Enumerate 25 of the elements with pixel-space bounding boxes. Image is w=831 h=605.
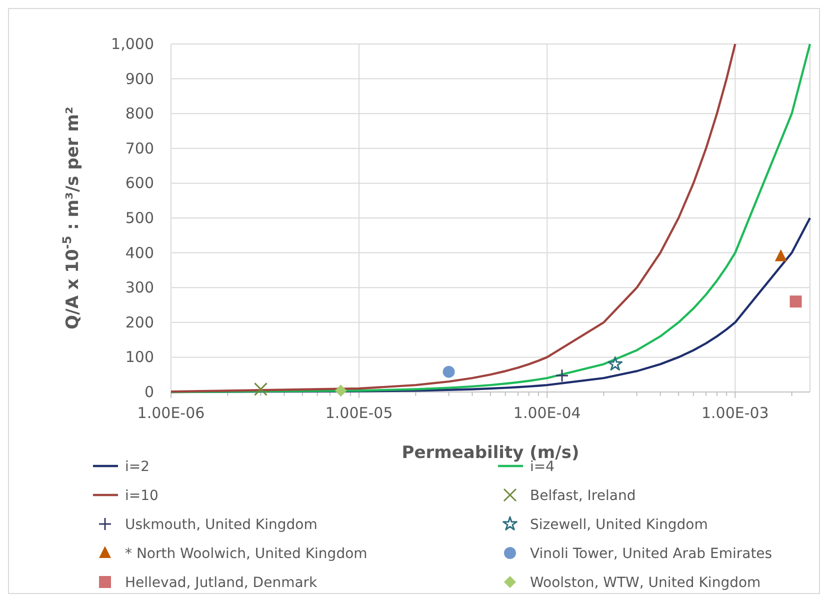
legend-label: Sizewell, United Kingdom <box>530 517 708 533</box>
x-tick-label: 1.00E-04 <box>513 404 581 422</box>
y-tick-label: 200 <box>125 313 154 332</box>
x-tick-label: 1.00E-06 <box>137 404 205 422</box>
legend-label: i=10 <box>125 488 158 504</box>
legend-label: i=4 <box>530 459 555 475</box>
y-tick-label: 400 <box>125 244 154 262</box>
y-tick-label: 500 <box>125 209 154 227</box>
y-tick-label: 800 <box>125 104 154 123</box>
legend-label: * North Woolwich, United Kingdom <box>125 546 368 562</box>
y-tick-label: 700 <box>125 139 154 158</box>
x-tick-label: 1.00E-03 <box>701 404 769 422</box>
legend-label: Belfast, Ireland <box>530 488 636 504</box>
y-tick-label: 1,000 <box>111 35 154 53</box>
legend-label: i=2 <box>125 459 150 475</box>
legend-label: Woolston, WTW, United Kingdom <box>530 575 761 591</box>
y-tick-label: 600 <box>125 174 154 192</box>
y-tick-label: 900 <box>125 70 154 88</box>
y-tick-label: 300 <box>125 278 154 297</box>
y-tick-label: 0 <box>144 383 154 401</box>
legend-label: Hellevad, Jutland, Denmark <box>125 575 318 591</box>
legend-label: Uskmouth, United Kingdom <box>125 517 318 533</box>
x-tick-label: 1.00E-05 <box>325 404 393 422</box>
legend-label: Vinoli Tower, United Arab Emirates <box>530 546 772 562</box>
y-tick-label: 100 <box>125 348 154 366</box>
